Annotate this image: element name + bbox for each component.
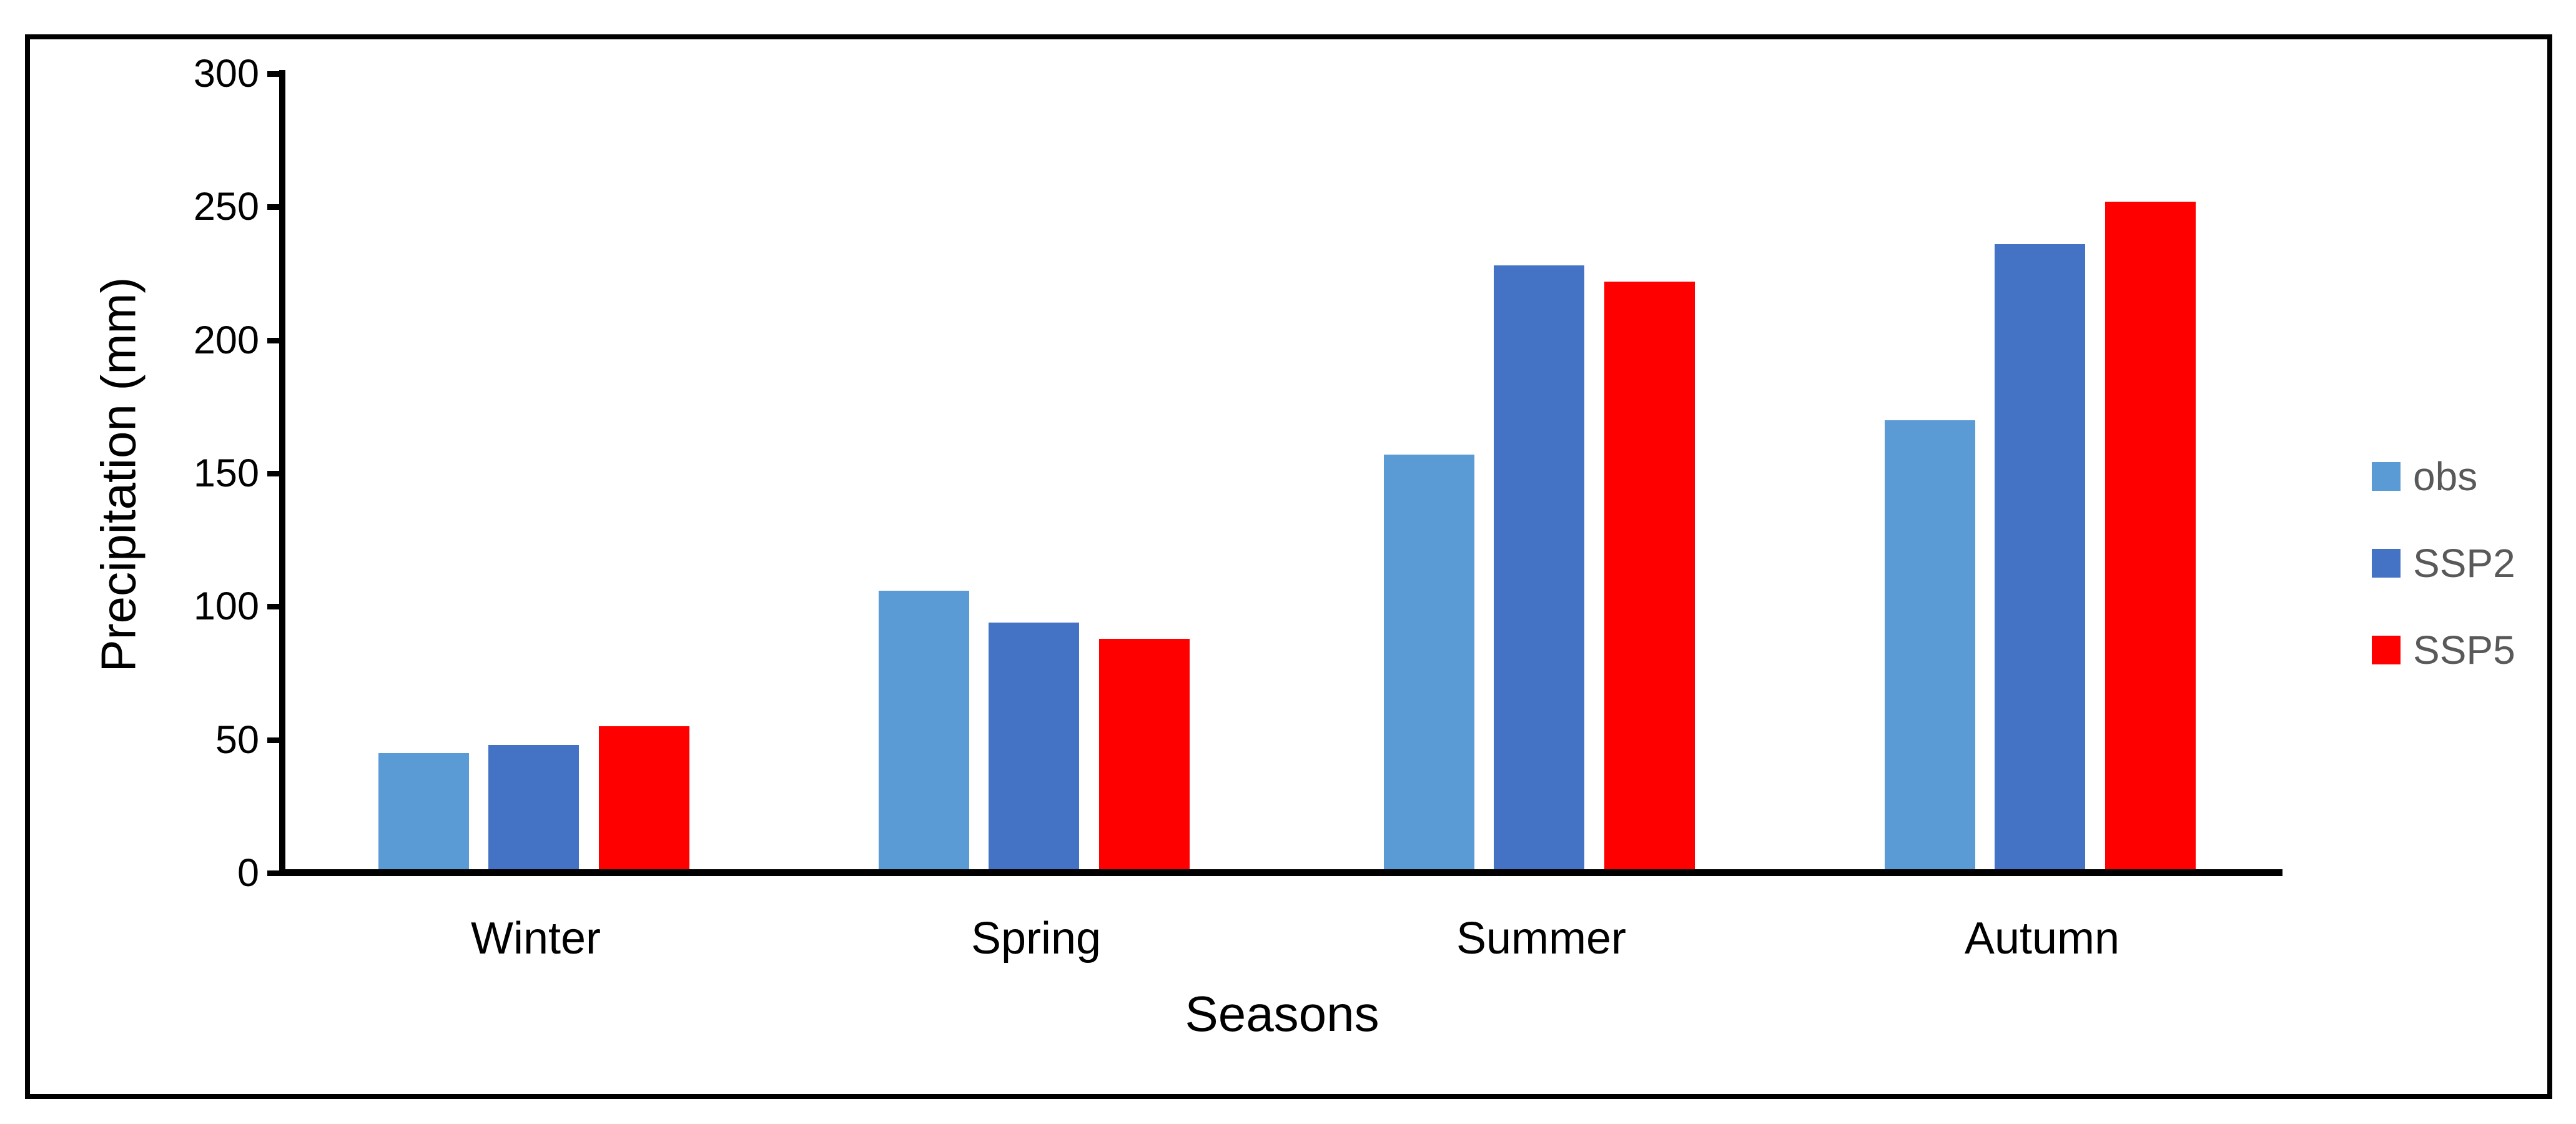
bar-winter-ssp5 <box>599 726 689 873</box>
y-tick-label: 200 <box>193 318 259 362</box>
legend-swatch-obs <box>2372 462 2401 491</box>
legend-swatch-ssp5 <box>2372 636 2401 664</box>
bar-summer-ssp5 <box>1604 281 1695 873</box>
y-tick-label: 100 <box>193 584 259 629</box>
x-axis-title: Seasons <box>1185 986 1379 1042</box>
legend-item-ssp5: SSP5 <box>2372 628 2515 673</box>
bar-summer-ssp2 <box>1494 265 1584 873</box>
y-tick-label: 0 <box>237 851 259 895</box>
bar-autumn-ssp2 <box>1995 244 2085 873</box>
y-tick-mark <box>267 604 283 610</box>
category-label-summer: Summer <box>1456 914 1627 964</box>
legend-swatch-ssp2 <box>2372 549 2401 578</box>
legend-item-ssp2: SSP2 <box>2372 541 2515 586</box>
x-axis-line <box>279 869 2282 876</box>
y-tick-mark <box>267 71 283 77</box>
bar-summer-obs <box>1384 455 1474 873</box>
legend-label-ssp2: SSP2 <box>2413 541 2515 586</box>
y-tick-mark <box>267 471 283 476</box>
bar-spring-ssp2 <box>989 622 1079 873</box>
bar-spring-ssp5 <box>1099 638 1190 873</box>
bar-autumn-obs <box>1885 420 1975 873</box>
bar-spring-obs <box>879 590 969 873</box>
legend: obs SSP2 SSP5 <box>2372 454 2515 722</box>
y-tick-label: 300 <box>193 52 259 96</box>
y-tick-label: 50 <box>215 717 259 762</box>
legend-item-obs: obs <box>2372 454 2515 499</box>
y-axis-title: Precipitation (mm) <box>91 277 146 673</box>
bar-autumn-ssp5 <box>2105 201 2196 873</box>
bar-winter-obs <box>378 753 469 873</box>
y-tick-mark <box>267 337 283 343</box>
y-tick-mark <box>267 204 283 210</box>
y-tick-mark <box>267 870 283 876</box>
category-label-spring: Spring <box>970 914 1102 964</box>
legend-label-obs: obs <box>2413 454 2478 499</box>
y-tick-mark <box>267 737 283 743</box>
legend-label-ssp5: SSP5 <box>2413 628 2515 673</box>
y-tick-label: 250 <box>193 185 259 229</box>
category-label-autumn: Autumn <box>1964 914 2120 964</box>
bar-winter-ssp2 <box>488 745 579 873</box>
y-tick-label: 150 <box>193 451 259 495</box>
category-label-winter: Winter <box>470 914 601 964</box>
